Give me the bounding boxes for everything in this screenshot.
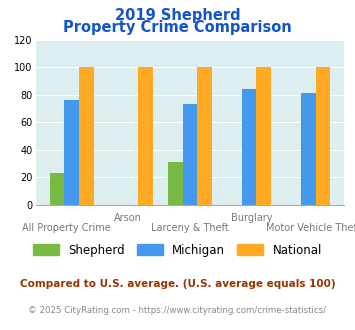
Bar <box>301 93 316 205</box>
Bar <box>138 67 153 205</box>
Bar <box>182 104 197 205</box>
Text: Property Crime Comparison: Property Crime Comparison <box>63 20 292 35</box>
Text: Arson: Arson <box>114 213 142 223</box>
Text: Larceny & Theft: Larceny & Theft <box>151 223 229 233</box>
Text: 2019 Shepherd: 2019 Shepherd <box>115 8 240 23</box>
Bar <box>256 67 271 205</box>
Bar <box>197 67 212 205</box>
Bar <box>79 67 94 205</box>
Text: © 2025 CityRating.com - https://www.cityrating.com/crime-statistics/: © 2025 CityRating.com - https://www.city… <box>28 306 327 315</box>
Bar <box>64 100 79 205</box>
Bar <box>168 162 182 205</box>
Bar <box>316 67 330 205</box>
Bar <box>242 89 256 205</box>
Text: Burglary: Burglary <box>231 213 272 223</box>
Bar <box>50 173 64 205</box>
Text: Compared to U.S. average. (U.S. average equals 100): Compared to U.S. average. (U.S. average … <box>20 279 335 289</box>
Legend: Shepherd, Michigan, National: Shepherd, Michigan, National <box>29 240 326 260</box>
Text: All Property Crime: All Property Crime <box>22 223 111 233</box>
Text: Motor Vehicle Theft: Motor Vehicle Theft <box>266 223 355 233</box>
